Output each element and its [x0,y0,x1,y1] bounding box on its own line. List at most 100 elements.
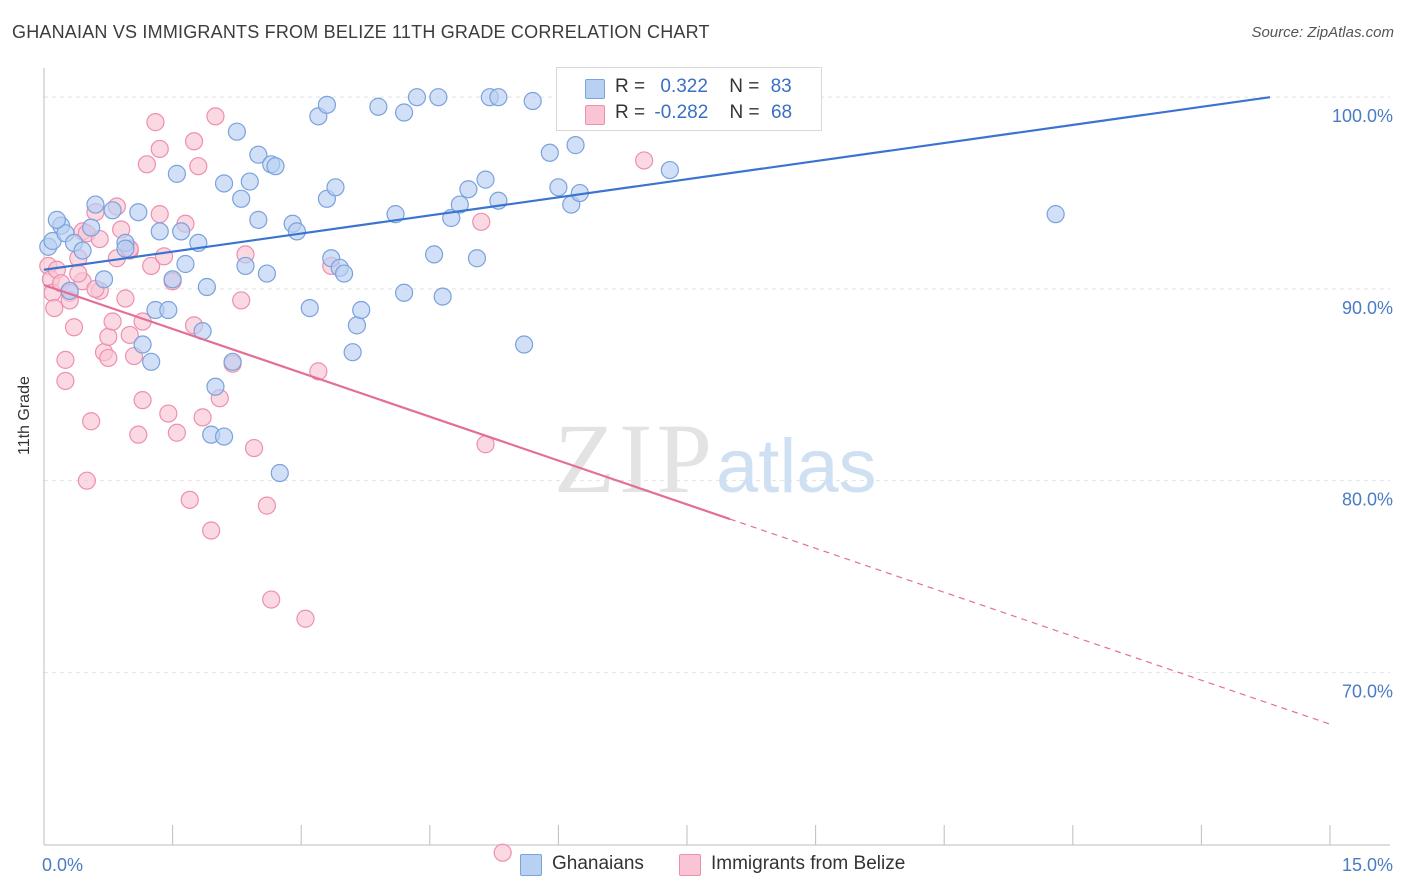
chart-title: GHANAIAN VS IMMIGRANTS FROM BELIZE 11TH … [12,22,710,42]
watermark: ZIP atlas [554,403,877,514]
ghanaian-points [39,88,1065,483]
ghanaian-point [103,201,122,220]
ghanaian-point [150,222,169,241]
belize-point [150,205,169,224]
y-tick-label: 100.0% [1332,106,1393,126]
belize-point [232,291,251,310]
ghanaian-point [266,157,285,176]
legend-swatch-pink [679,854,701,876]
ghanaian-point [232,189,251,208]
belize-point [77,471,96,490]
ghanaian-point [167,164,186,183]
belize-point [180,490,199,509]
ghanaian-point [142,352,161,371]
belize-point [635,151,654,170]
ghanaian-point [159,300,178,320]
ghanaian-point [660,160,679,180]
legend-label: Ghanaians [552,853,644,874]
belize-point [150,139,169,159]
belize-point [56,371,75,391]
ghanaian-point [94,270,114,289]
belize-point [45,299,64,318]
ghanaian-point [352,300,371,320]
belize-point [116,289,135,308]
legend-n-label: N = [729,102,760,123]
ghanaian-point [163,270,182,289]
x-tick-label: 0.0% [42,855,83,875]
ghanaian-point [214,174,234,193]
belize-point [296,609,315,628]
ghanaian-point [133,335,152,354]
ghanaian-point [257,264,277,283]
belize-point [154,247,174,266]
ghanaian-point [540,143,559,162]
legend-n-value: 68 [770,102,793,123]
ghanaian-point [476,170,495,189]
ghanaian-point [343,343,362,362]
watermark-zip: ZIP [554,403,716,514]
ghanaian-point [223,352,242,371]
belize-point [137,155,156,174]
ghanaian-trend-line [43,96,1271,271]
legend-label: Immigrants from Belize [711,853,906,874]
ghanaian-point [1046,205,1065,224]
ghanaian-point [249,210,268,229]
y-tick-label: 70.0% [1342,681,1393,701]
x-tick-label: 15.0% [1342,855,1393,875]
ghanaian-point [566,136,585,155]
belize-point [202,521,221,540]
belize-point [64,318,84,337]
belize-point [103,312,122,331]
ghanaian-point [116,239,135,258]
ghanaian-point [73,241,92,260]
ghanaian-point [515,335,534,354]
legend-r-value: 0.322 [660,76,708,97]
belize-point [146,113,165,132]
belize-point [309,362,328,381]
ghanaian-point [369,97,388,116]
ghanaian-point [197,277,216,297]
ghanaian-point [459,180,478,199]
belize-trend-extension [729,518,1331,725]
trend-lines [43,96,1331,725]
legend-n-label: N = [729,76,760,97]
legend-r-label: R = [615,102,646,123]
belize-trend-line [43,284,731,521]
ghanaian-point [489,88,508,107]
axes [43,68,1390,846]
belize-point [133,391,152,410]
belize-point [142,256,161,276]
belize-point [193,408,212,427]
belize-point [167,423,186,442]
ghanaian-point [424,245,444,264]
tick-labels: 100.0% 90.0% 80.0% 70.0% 0.0% 15.0% [42,106,1393,875]
belize-point [262,590,281,609]
ghanaian-point [300,299,319,318]
belize-point [159,404,178,423]
ghanaian-point [270,463,289,483]
ghanaian-point [129,203,148,222]
ghanaian-point [86,195,105,214]
belize-point [120,325,139,345]
ghanaian-point [429,88,448,107]
correlation-legend: R = 0.322 N = 83 R = -0.282 N = 68 [556,67,822,131]
belize-point [82,412,101,431]
belize-point [206,107,225,126]
belize-point [69,264,88,283]
legend-r-value: -0.282 [654,102,709,123]
belize-point [184,132,204,151]
ghanaian-point [467,249,487,268]
belize-point [99,348,118,368]
legend-swatch-pink [585,105,605,125]
legend-n-value: 83 [770,76,792,97]
series-legend: Ghanaians Immigrants from Belize [0,853,1406,877]
ghanaian-point [326,178,345,197]
belize-point [56,350,75,369]
belize-point [99,327,118,346]
watermark-atlas: atlas [716,424,877,509]
ghanaian-point [249,145,268,164]
ghanaian-point [394,283,414,302]
ghanaian-point [334,264,354,283]
ghanaian-point [287,222,307,241]
